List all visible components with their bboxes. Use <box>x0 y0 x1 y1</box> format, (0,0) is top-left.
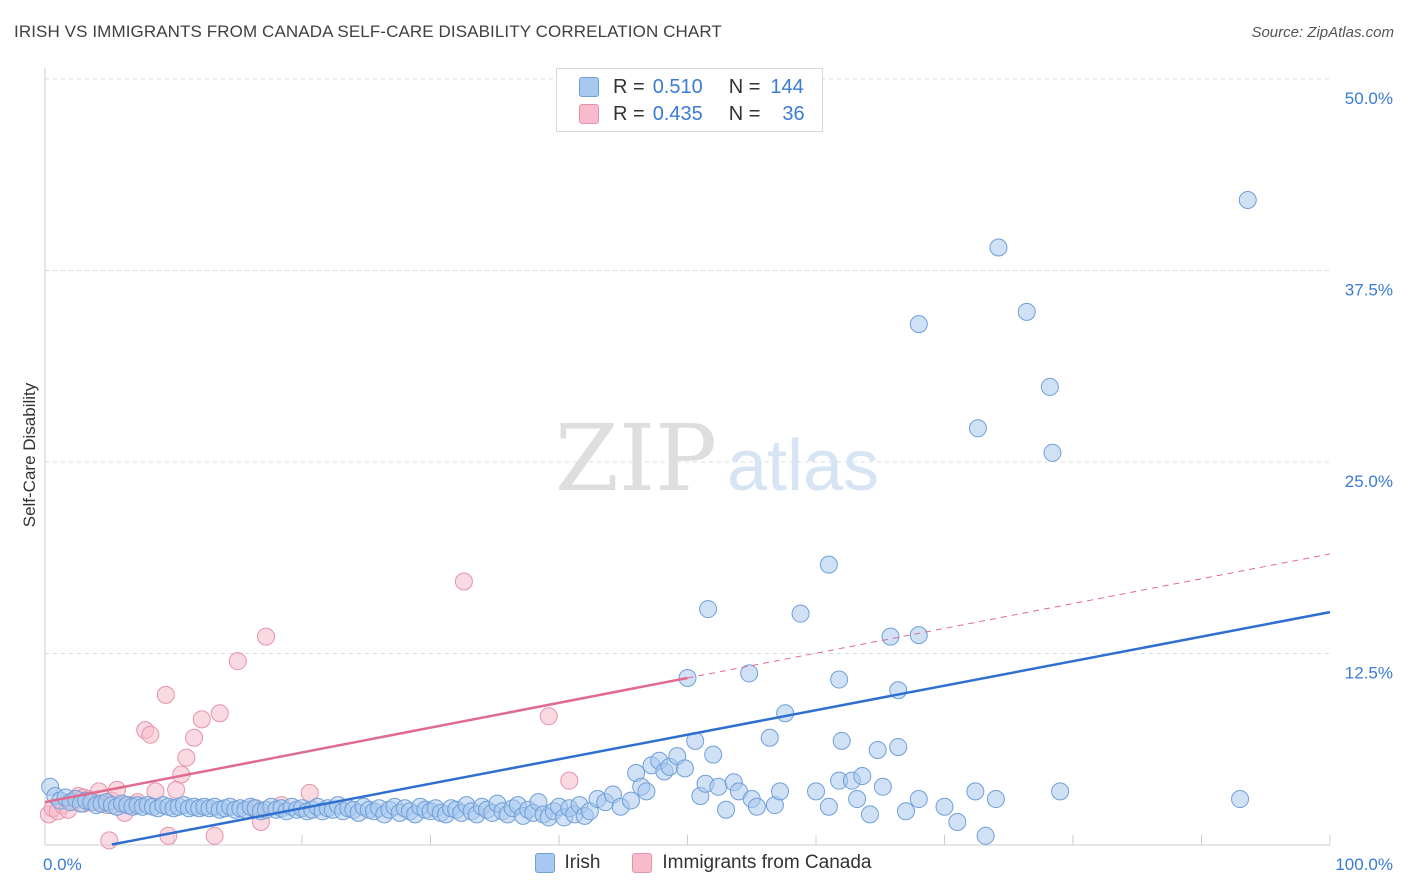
legend-row-canada: R = 0.435 N = 36 <box>579 101 805 127</box>
watermark-atlas: atlas <box>727 426 879 506</box>
y-axis-label: Self-Care Disability <box>20 382 39 528</box>
canada-point <box>192 710 211 729</box>
irish-point <box>909 315 928 334</box>
irish-point <box>832 731 851 750</box>
irish-point <box>909 626 928 645</box>
canada-point <box>560 771 579 790</box>
irish-trend-line <box>111 610 1331 846</box>
y-tick-label: 12.5% <box>1345 664 1393 683</box>
legend-r-label: R = <box>613 102 645 125</box>
canada-legend-swatch <box>632 853 653 873</box>
canada-point <box>539 707 558 726</box>
irish-point <box>860 805 879 824</box>
legend-n-value: 144 <box>770 75 804 98</box>
y-tick-label: 25.0% <box>1345 472 1393 491</box>
irish-point <box>621 791 640 810</box>
irish-point <box>1231 790 1250 809</box>
tick-labels: 12.5% 25.0% 37.5% 50.0% 0.0% 100.0% <box>43 89 1393 874</box>
irish-point <box>1051 782 1070 801</box>
irish-point <box>896 802 915 821</box>
irish-swatch <box>579 77 599 97</box>
canada-trend-extension <box>687 553 1331 679</box>
legend-r-label: R = <box>613 75 645 98</box>
irish-point <box>868 741 887 760</box>
irish-point <box>966 782 985 801</box>
y-tick-label: 37.5% <box>1345 281 1393 300</box>
irish-point <box>881 627 900 646</box>
grid-lines <box>45 78 1330 654</box>
irish-point <box>889 737 908 756</box>
x-tick-label: 0.0% <box>43 855 82 874</box>
canada-point <box>257 627 276 646</box>
x-tick-label: 100.0% <box>1335 855 1393 874</box>
source-credit: Source: ZipAtlas.com <box>1251 24 1394 41</box>
irish-point <box>909 790 928 809</box>
canada-trend-line <box>44 676 688 804</box>
canada-swatch <box>579 104 599 124</box>
canada-point <box>141 725 160 744</box>
legend-n-label: N = <box>728 102 761 125</box>
canada-point <box>177 748 196 767</box>
legend-row-irish: R = 0.510 N = 144 <box>579 74 804 100</box>
irish-legend-swatch <box>534 853 555 873</box>
watermark: ZIP atlas <box>555 405 879 512</box>
irish-point <box>709 777 728 796</box>
canada-point <box>210 704 229 723</box>
irish-point <box>935 797 954 816</box>
irish-point <box>819 797 838 816</box>
legend-item-canada[interactable]: Immigrants from Canada <box>632 852 871 874</box>
irish-point <box>740 664 759 683</box>
series-legend: Irish Immigrants from Canada <box>0 852 1406 874</box>
irish-point <box>637 782 656 801</box>
canada-point <box>167 780 186 799</box>
irish-points <box>41 191 1257 845</box>
legend-n-value: 36 <box>782 102 805 125</box>
canada-point <box>228 652 247 671</box>
irish-point <box>771 782 790 801</box>
irish-point <box>830 670 849 689</box>
correlation-legend: R = 0.510 N = 144 R = 0.435 N = 36 <box>556 68 823 132</box>
canada-legend-label: Immigrants from Canada <box>662 852 872 873</box>
canada-point <box>454 572 473 591</box>
canada-point <box>156 685 175 704</box>
irish-point <box>747 797 766 816</box>
irish-point <box>1040 377 1059 396</box>
irish-point <box>853 767 872 786</box>
irish-point <box>968 419 987 438</box>
legend-item-irish[interactable]: Irish <box>534 852 601 874</box>
y-tick-label: 50.0% <box>1345 89 1393 108</box>
irish-point <box>704 745 723 764</box>
irish-point <box>1238 191 1257 210</box>
irish-point <box>873 777 892 796</box>
irish-point <box>791 604 810 623</box>
irish-point <box>1017 302 1036 321</box>
axes <box>44 68 1331 846</box>
irish-legend-label: Irish <box>564 852 601 873</box>
legend-n-label: N = <box>728 75 761 98</box>
watermark-zip: ZIP <box>555 405 717 512</box>
irish-point <box>819 555 838 574</box>
chart-title: IRISH VS IMMIGRANTS FROM CANADA SELF-CAR… <box>14 22 722 41</box>
canada-point <box>100 831 119 850</box>
canada-point <box>185 728 204 747</box>
legend-r-value: 0.435 <box>652 102 703 125</box>
irish-point <box>976 826 995 845</box>
irish-point <box>807 782 825 801</box>
irish-point <box>986 790 1005 809</box>
irish-point <box>675 759 694 778</box>
irish-point <box>717 800 736 819</box>
irish-point <box>948 813 967 832</box>
irish-point <box>776 704 795 723</box>
irish-point <box>989 238 1008 257</box>
irish-point <box>699 600 718 619</box>
trend-lines <box>44 553 1331 846</box>
legend-r-value: 0.510 <box>652 75 703 98</box>
irish-point <box>760 728 779 747</box>
irish-point <box>848 790 867 809</box>
canada-point <box>205 826 224 845</box>
irish-point <box>1043 443 1062 462</box>
